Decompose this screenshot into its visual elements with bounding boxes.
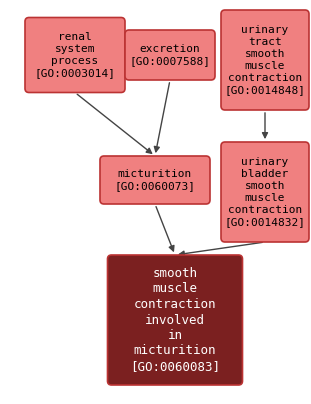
FancyBboxPatch shape: [25, 17, 125, 93]
Text: urinary
bladder
smooth
muscle
contraction
[GO:0014832]: urinary bladder smooth muscle contractio…: [225, 157, 305, 227]
FancyBboxPatch shape: [108, 255, 243, 385]
Text: excretion
[GO:0007588]: excretion [GO:0007588]: [129, 44, 211, 66]
Text: renal
system
process
[GO:0003014]: renal system process [GO:0003014]: [35, 32, 115, 78]
FancyBboxPatch shape: [100, 156, 210, 204]
FancyBboxPatch shape: [221, 10, 309, 110]
Text: urinary
tract
smooth
muscle
contraction
[GO:0014848]: urinary tract smooth muscle contraction …: [225, 25, 305, 95]
FancyBboxPatch shape: [125, 30, 215, 80]
Text: micturition
[GO:0060073]: micturition [GO:0060073]: [114, 169, 196, 191]
FancyBboxPatch shape: [221, 142, 309, 242]
Text: smooth
muscle
contraction
involved
in
micturition
[GO:0060083]: smooth muscle contraction involved in mi…: [130, 267, 220, 373]
